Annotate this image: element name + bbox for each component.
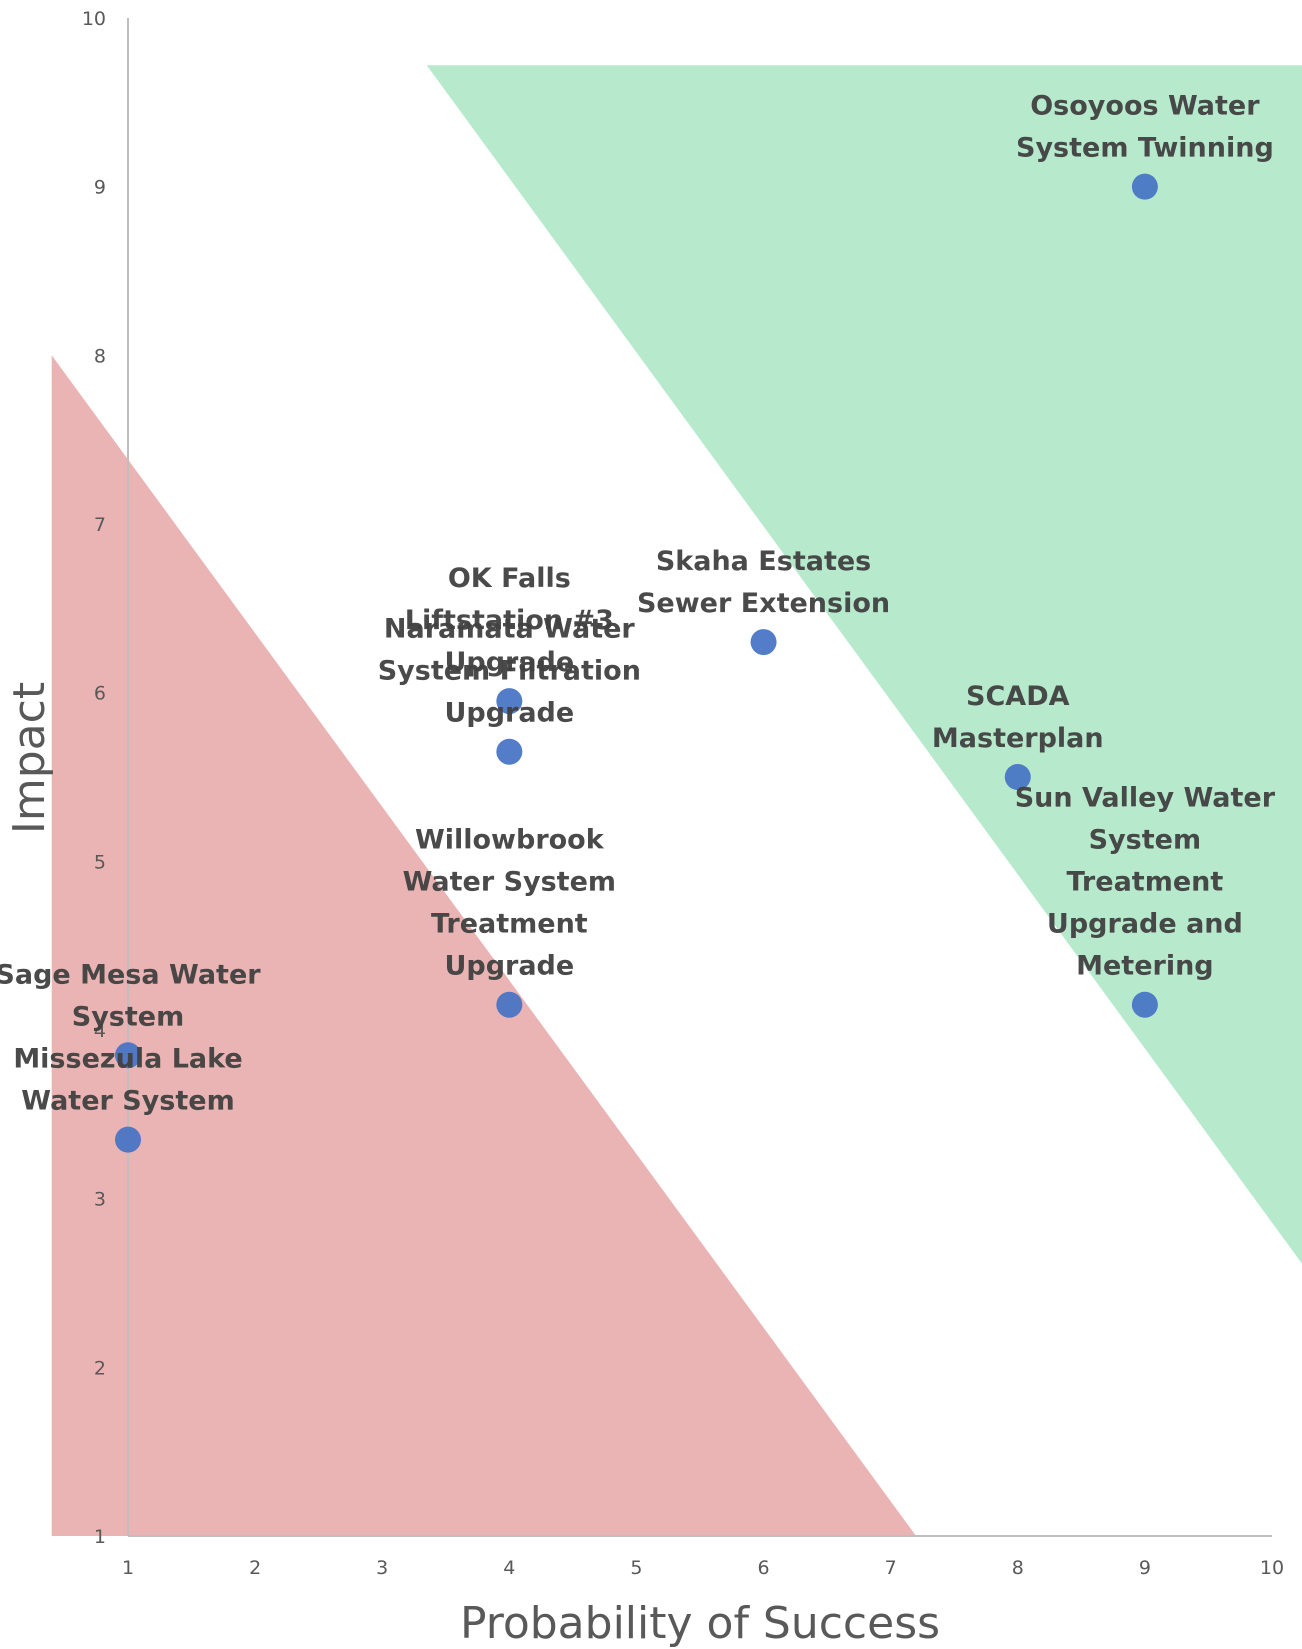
data-label: Skaha Estates Sewer Extension — [637, 546, 890, 619]
data-label-line: Liftstation #3 — [405, 605, 614, 636]
low-priority-zone — [51, 355, 917, 1536]
data-label: SCADA Masterplan — [932, 681, 1104, 754]
data-point[interactable] — [115, 1126, 141, 1153]
data-point[interactable] — [1004, 764, 1031, 790]
y-tick-label: 10 — [82, 8, 106, 30]
data-label-line: Masterplan — [932, 723, 1104, 754]
points-layer — [115, 173, 1158, 1153]
data-label: Willowbrook Water System Treatment Upgrade — [403, 825, 616, 982]
data-label-line: Treatment — [1066, 867, 1223, 898]
data-label: Missezula Lake Water System — [13, 1044, 242, 1117]
y-tick-label: 8 — [94, 345, 106, 367]
data-label-line: Upgrade — [444, 951, 574, 982]
data-point[interactable] — [750, 629, 777, 656]
data-label-line: Water System — [403, 867, 616, 898]
labels-layer: Osoyoos Water System Twinning OK Falls Lift… — [0, 91, 1276, 1117]
data-label-line: Willowbrook — [415, 825, 605, 856]
x-tick-label: 6 — [758, 1557, 770, 1579]
x-tick-label: 4 — [503, 1557, 515, 1579]
data-label-line: Metering — [1076, 951, 1214, 982]
data-label-line: OK Falls — [448, 563, 571, 594]
data-point[interactable] — [496, 738, 523, 765]
data-label-line: Upgrade and — [1047, 909, 1243, 940]
data-label: Naramata Water System Filtration Upgrade — [378, 614, 641, 729]
data-label-line: Skaha Estates — [656, 546, 871, 577]
data-label-line: Osoyoos Water — [1030, 91, 1260, 122]
data-label-line: System — [1089, 825, 1201, 856]
data-point[interactable] — [1131, 991, 1158, 1018]
axes-layer: 1 2 3 4 5 6 7 8 9 10 1 2 3 4 5 6 7 8 9 10 — [82, 8, 1284, 1579]
data-label-line: SCADA — [966, 681, 1070, 712]
data-point[interactable] — [496, 991, 523, 1018]
x-tick-label: 7 — [885, 1557, 897, 1579]
x-tick-label: 2 — [249, 1557, 261, 1579]
data-label: Sun Valley Water System Treatment Upgrade a… — [1015, 783, 1276, 982]
data-point[interactable] — [1131, 173, 1158, 200]
high-priority-zone — [426, 65, 1302, 1264]
data-point[interactable] — [115, 1042, 141, 1069]
data-label-line: Upgrade — [444, 698, 574, 729]
y-tick-label: 6 — [94, 683, 106, 705]
y-tick-label: 5 — [94, 851, 106, 873]
x-tick-label: 3 — [376, 1557, 388, 1579]
data-label-line: Sewer Extension — [637, 588, 890, 619]
y-tick-label: 4 — [94, 1020, 106, 1042]
data-label: Sage Mesa Water System — [0, 959, 261, 1032]
data-label: OK Falls Liftstation #3 Upgrade — [405, 563, 614, 678]
x-tick-label: 8 — [1012, 1557, 1024, 1579]
data-label-line: Naramata Water — [384, 614, 635, 645]
data-label-line: Water System — [21, 1086, 234, 1117]
data-label: Osoyoos Water System Twinning — [1016, 91, 1274, 164]
x-tick-label: 9 — [1139, 1557, 1151, 1579]
x-tick-label: 10 — [1260, 1557, 1284, 1579]
data-point[interactable] — [496, 688, 523, 715]
x-tick-label: 5 — [630, 1557, 642, 1579]
data-label-line: System Filtration — [378, 656, 641, 687]
y-tick-label: 7 — [94, 514, 106, 536]
y-tick-label: 2 — [94, 1357, 106, 1379]
x-axis-title: Probability of Success — [460, 1598, 940, 1649]
y-tick-label: 9 — [94, 177, 106, 199]
y-tick-label: 1 — [94, 1526, 106, 1548]
x-tick-label: 1 — [122, 1557, 134, 1579]
data-label-line: Upgrade — [444, 647, 574, 678]
y-axis-title: Impact — [4, 682, 55, 834]
data-label-line: Sun Valley Water — [1015, 783, 1276, 814]
y-tick-label: 3 — [94, 1189, 106, 1211]
data-label-line: Treatment — [431, 909, 588, 940]
data-label-line: Sage Mesa Water — [0, 959, 261, 990]
data-label-line: Missezula Lake — [13, 1044, 242, 1075]
data-label-line: System — [72, 1001, 184, 1032]
zones-layer — [51, 65, 1302, 1536]
data-label-line: System Twinning — [1016, 133, 1274, 164]
